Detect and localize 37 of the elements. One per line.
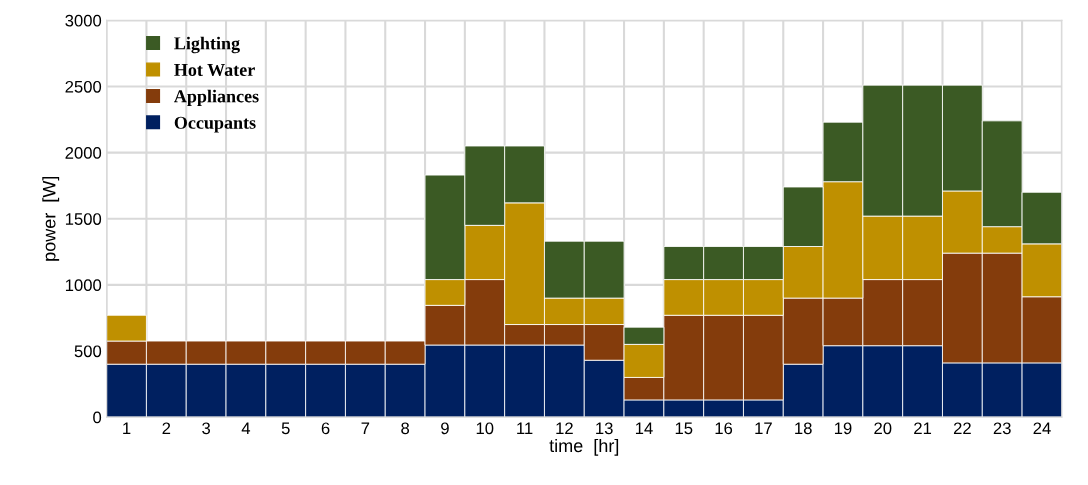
y-tick-label: 1500 — [65, 213, 102, 225]
x-tick-label: 14 — [635, 422, 653, 435]
x-tick-label: 17 — [755, 422, 772, 435]
x-tick-label: 8 — [401, 422, 410, 435]
x-tick-label: 13 — [596, 422, 613, 435]
x-tick-label: 19 — [834, 422, 852, 435]
x-tick-label: 3 — [202, 422, 211, 435]
x-tick-label: 23 — [993, 422, 1011, 435]
legend-label: Lighting — [174, 36, 240, 54]
y-tick-label: 1000 — [65, 279, 102, 292]
y-tick-label: 0 — [93, 411, 102, 424]
x-tick-label: 7 — [361, 422, 370, 435]
x-tick-label: 16 — [715, 422, 733, 435]
x-tick-label: 22 — [953, 422, 971, 435]
x-tick-label: 24 — [1033, 422, 1051, 435]
x-tick-label: 15 — [675, 422, 693, 435]
y-tick-label: 3000 — [65, 14, 102, 27]
x-tick-label: 12 — [556, 422, 573, 435]
x-tick-label: 18 — [795, 422, 812, 435]
x-tick-label: 10 — [476, 422, 494, 435]
x-tick-label: 21 — [914, 422, 932, 435]
legend-label: Occupants — [174, 116, 256, 133]
x-tick-label: 5 — [281, 422, 290, 435]
x-tick-label: 6 — [321, 422, 330, 435]
x-tick-label: 11 — [517, 422, 533, 435]
x-tick-label: 20 — [874, 422, 892, 435]
y-tick-label: 500 — [74, 345, 102, 358]
legend-label: Hot Water — [174, 63, 255, 77]
x-tick-label: 2 — [162, 422, 171, 435]
x-tick-label: 9 — [441, 422, 449, 435]
y-tick-label: 2500 — [65, 80, 102, 93]
x-tick-label: 1 — [123, 422, 131, 435]
y-tick-label: 2000 — [65, 147, 102, 159]
y-axis-title: power [W] — [42, 176, 60, 261]
x-axis-title: time [hr] — [549, 438, 619, 456]
x-tick-label: 4 — [241, 422, 251, 435]
legend-label: Appliances — [174, 89, 259, 107]
